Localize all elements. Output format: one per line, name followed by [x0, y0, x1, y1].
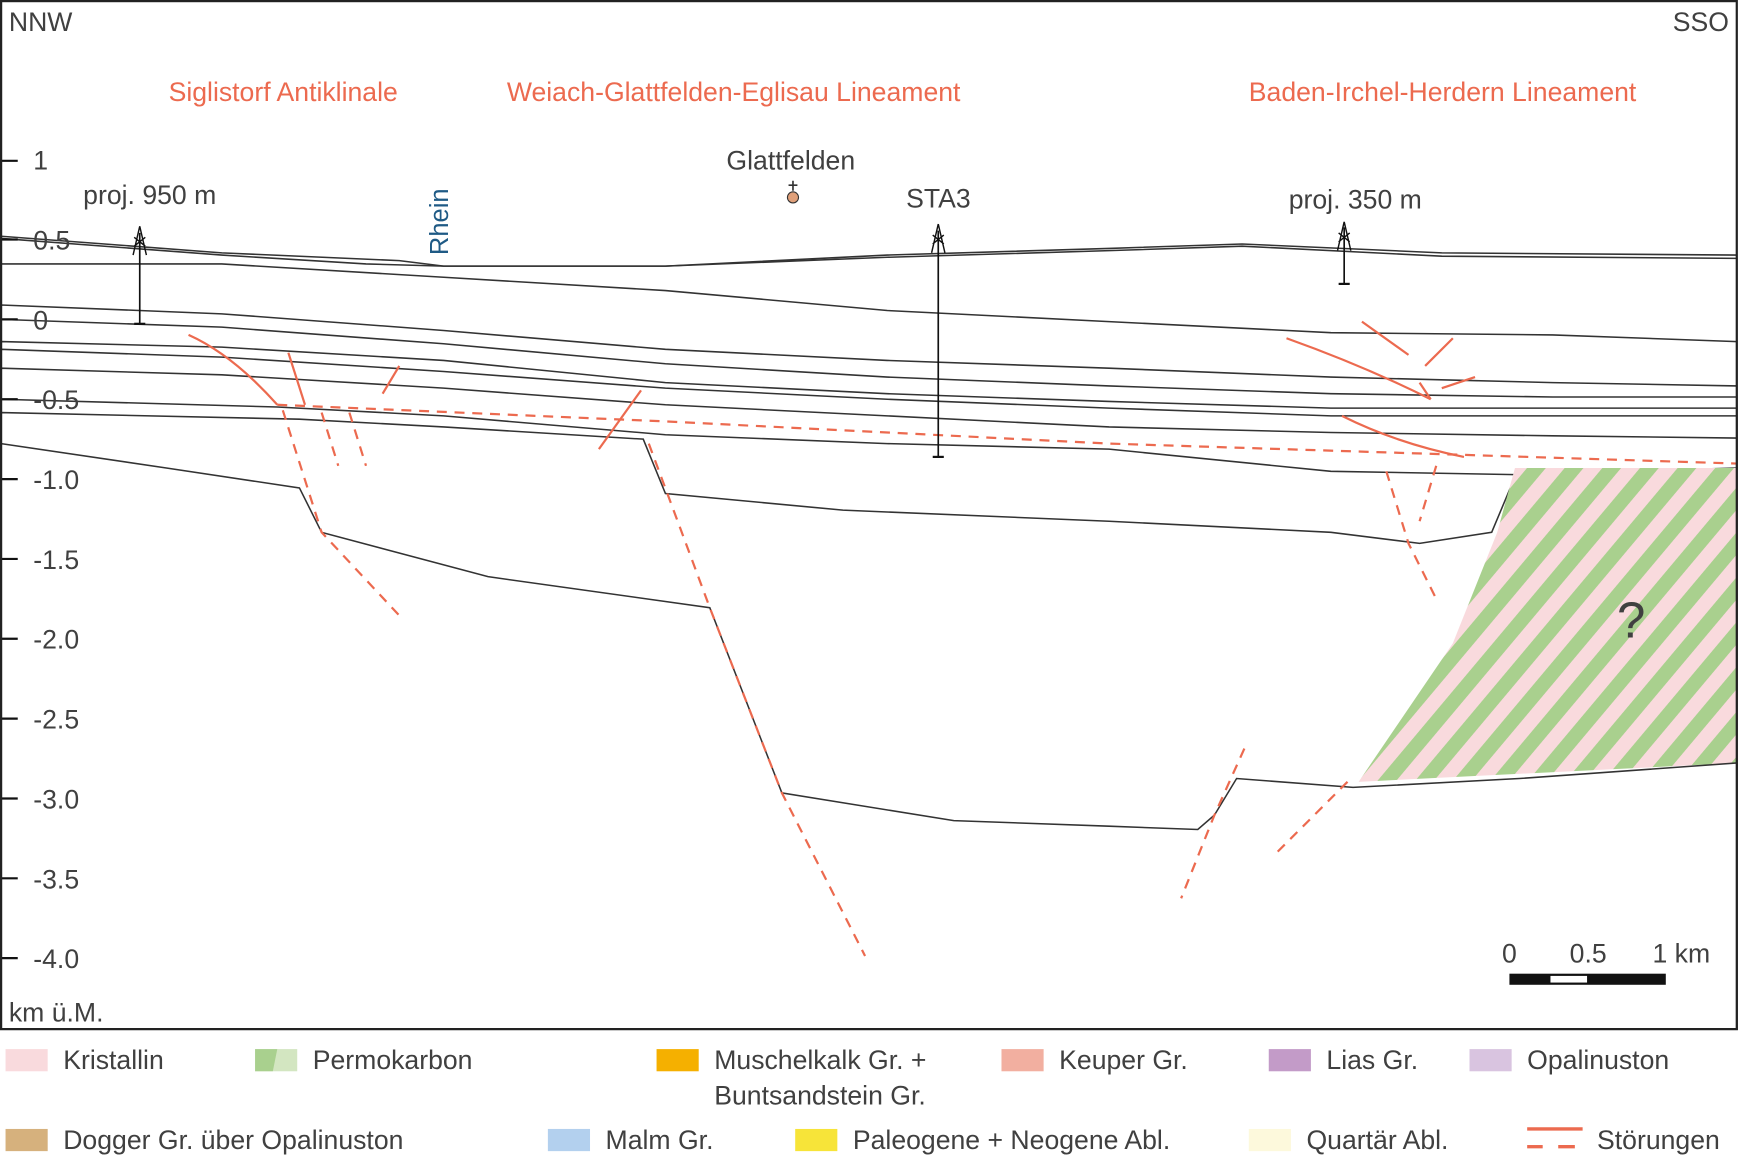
axis-unit: km ü.M. [9, 997, 104, 1027]
svg-text:-2.5: -2.5 [33, 705, 79, 735]
svg-text:Malm Gr.: Malm Gr. [606, 1125, 714, 1155]
unknown-marker: ? [1617, 592, 1645, 649]
svg-text:-2.0: -2.0 [33, 625, 79, 655]
orientation-right: SSO [1673, 7, 1729, 37]
well-label: STA3 [906, 183, 971, 213]
svg-text:Keuper Gr.: Keuper Gr. [1059, 1045, 1188, 1075]
svg-text:0: 0 [1502, 939, 1517, 969]
town-glattfelden: Glattfelden [726, 146, 855, 204]
legend-item-paleogene-neogene: Paleogene + Neogene Abl. [795, 1125, 1170, 1155]
legend-item-lias: Lias Gr. [1268, 1045, 1418, 1075]
structure-label: Weiach-Glattfelden-Eglisau Lineament [507, 77, 961, 107]
structure-label: Baden-Irchel-Herdern Lineament [1249, 77, 1637, 107]
legend-item-muschelkalk: Muschelkalk Gr. + Buntsandstein Gr. [656, 1045, 926, 1111]
well-label: proj. 350 m [1289, 184, 1422, 214]
well-sta3: STA3 [906, 183, 971, 459]
svg-text:Quartär Abl.: Quartär Abl. [1306, 1125, 1448, 1155]
svg-text:-1.5: -1.5 [33, 545, 79, 575]
legend-item-opalinuston: Opalinuston [1469, 1045, 1669, 1075]
svg-text:-1.0: -1.0 [33, 465, 79, 495]
svg-text:-0.5: -0.5 [33, 385, 79, 415]
svg-text:Dogger Gr. über Opalinuston: Dogger Gr. über Opalinuston [63, 1125, 403, 1155]
well-proj-950: proj. 950 m [83, 180, 216, 325]
svg-text:Kristallin: Kristallin [63, 1045, 164, 1075]
y-tick-labels: 1 0.5 0 -0.5 -1.0 -1.5 -2.0 -2.5 -3.0 -3… [33, 146, 79, 974]
well-proj-350: proj. 350 m [1289, 184, 1422, 286]
svg-text:Lias Gr.: Lias Gr. [1326, 1045, 1418, 1075]
svg-text:1 km: 1 km [1652, 939, 1710, 969]
layer-permokarbon-unknown [1358, 467, 1737, 782]
svg-text:Permokarbon: Permokarbon [313, 1045, 473, 1075]
legend-item-kristallin: Kristallin [5, 1045, 164, 1075]
svg-text:0.5: 0.5 [1570, 939, 1607, 969]
legend-item-permokarbon: Permokarbon [255, 1045, 472, 1075]
river-label: Rhein [426, 188, 454, 255]
frame [0, 0, 1738, 1031]
legend-item-quartaer: Quartär Abl. [1248, 1125, 1448, 1155]
plot-area: proj. 950 m STA3 proj. 350 m Glattfelden… [0, 0, 1738, 1031]
well-label: proj. 950 m [83, 180, 216, 210]
legend-item-malm: Malm Gr. [547, 1125, 714, 1155]
orientation-left: NNW [9, 7, 73, 37]
svg-text:Störungen: Störungen [1597, 1125, 1720, 1155]
y-axis [1, 159, 18, 960]
svg-text:-3.5: -3.5 [33, 864, 79, 894]
legend: Kristallin Permokarbon Muschelkalk Gr. +… [5, 1045, 1720, 1155]
faults [188, 320, 1737, 957]
legend-item-stoerungen: Störungen [1527, 1125, 1720, 1155]
svg-text:1: 1 [33, 146, 48, 176]
scale-bar: 0 0.5 1 km [1502, 939, 1710, 985]
svg-text:-4.0: -4.0 [33, 944, 79, 974]
svg-text:Opalinuston: Opalinuston [1527, 1045, 1669, 1075]
structure-label: Siglistorf Antiklinale [169, 77, 398, 107]
svg-text:Buntsandstein Gr.: Buntsandstein Gr. [714, 1081, 926, 1111]
svg-text:Glattfelden: Glattfelden [726, 146, 855, 176]
svg-text:0: 0 [33, 305, 48, 335]
svg-text:Muschelkalk Gr. +: Muschelkalk Gr. + [714, 1045, 926, 1075]
svg-text:Paleogene + Neogene Abl.: Paleogene + Neogene Abl. [853, 1125, 1170, 1155]
legend-item-keuper: Keuper Gr. [1001, 1045, 1188, 1075]
svg-text:-3.0: -3.0 [33, 784, 79, 814]
legend-item-dogger: Dogger Gr. über Opalinuston [5, 1125, 403, 1155]
svg-text:0.5: 0.5 [33, 226, 70, 256]
